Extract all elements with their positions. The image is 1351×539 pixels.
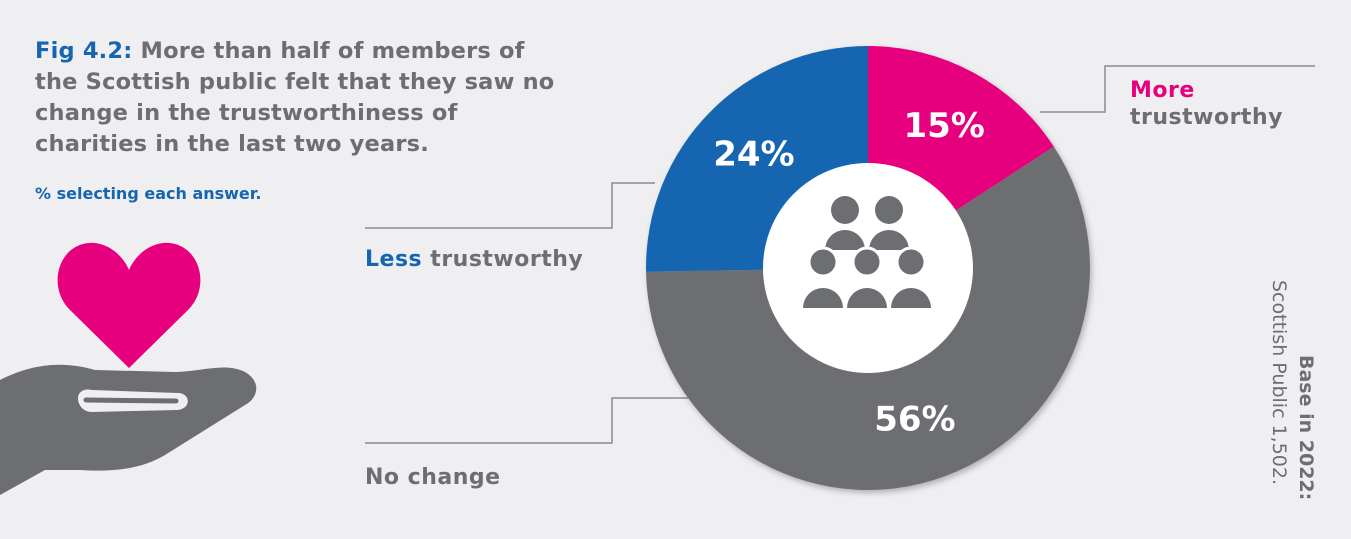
category-label: More trustworthy: [1130, 78, 1283, 130]
value-label: 24%: [713, 134, 794, 174]
hand-heart-icon: [0, 242, 257, 495]
note-title: Base in 2022:: [1295, 355, 1317, 500]
figure-label: Fig 4.2:: [35, 38, 133, 64]
base-note: Base in 2022:: [1295, 355, 1317, 500]
people-icon: [803, 196, 931, 308]
chart-title: More than half of members of the Scottis…: [35, 38, 555, 157]
chart-subtitle: % selecting each answer.: [35, 184, 262, 203]
value-label: 56%: [874, 399, 955, 439]
chart-title-block: Fig 4.2: More than half of members of th…: [35, 36, 555, 160]
category-label: Less trustworthy: [365, 247, 583, 272]
value-label: 15%: [903, 106, 984, 146]
category-label: No change: [365, 465, 501, 490]
base-note-detail: Scottish Public 1,502.: [1268, 280, 1290, 485]
note: Scottish Public 1,502.: [1268, 280, 1290, 485]
leader-lines: [365, 65, 1315, 444]
